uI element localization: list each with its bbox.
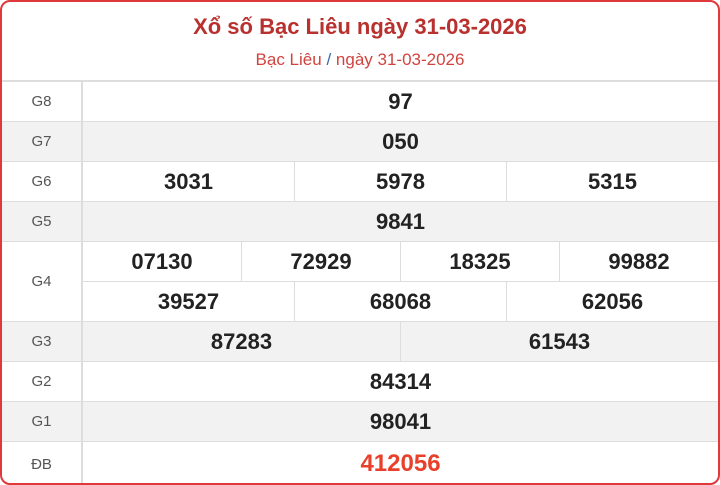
prize-subrow: 412056: [83, 442, 718, 483]
prize-label: ĐB: [2, 442, 83, 483]
prize-row-g8: G8 97: [2, 82, 718, 122]
breadcrumb: Bạc Liêu / ngày 31-03-2026: [2, 50, 718, 70]
prize-number: 62056: [506, 282, 718, 321]
prize-row-g5: G5 9841: [2, 202, 718, 242]
prize-label: G6: [2, 162, 83, 201]
prize-number: 39527: [157, 288, 220, 314]
prize-number: 84314: [369, 368, 432, 394]
prize-label: G5: [2, 202, 83, 241]
breadcrumb-date: ngày 31-03-2026: [335, 50, 465, 69]
prize-number: 18325: [400, 242, 559, 281]
page-title: Xổ số Bạc Liêu ngày 31-03-2026: [193, 14, 527, 39]
prize-number: 07130: [131, 248, 193, 274]
prize-subrow: 9841: [83, 202, 718, 241]
prize-label: G4: [2, 242, 83, 321]
prize-label: G3: [2, 322, 83, 361]
prize-number: 5978: [294, 162, 506, 201]
prize-subrow: 97: [83, 82, 718, 121]
prize-number: 72929: [241, 242, 400, 281]
prize-label: G7: [2, 122, 83, 161]
prize-subrow: 39527 68068 62056: [83, 281, 718, 321]
prize-row-db: ĐB 412056: [2, 442, 718, 483]
prize-number: 050: [382, 128, 419, 154]
prize-subrow: 07130 72929 18325 99882: [83, 242, 718, 281]
breadcrumb-separator: /: [326, 50, 332, 69]
prize-subrow: 3031 5978 5315: [83, 162, 718, 201]
prize-number: 87283: [210, 328, 273, 354]
prize-row-g2: G2 84314: [2, 362, 718, 402]
prize-number: 5315: [506, 162, 718, 201]
prize-subrow: 050: [83, 122, 718, 161]
prize-number: 68068: [294, 282, 506, 321]
prize-number: 97: [388, 88, 413, 114]
prize-number: 9841: [376, 208, 425, 234]
results-table: G8 97 G7 050 G6 3031 5978 5315 G5 9841 G4 07130 7292…: [2, 80, 718, 483]
prize-row-g3: G3 87283 61543: [2, 322, 718, 362]
special-prize-number: 412056: [360, 450, 441, 477]
prize-label: G2: [2, 362, 83, 401]
prize-number: 3031: [164, 168, 213, 194]
prize-label: G1: [2, 402, 83, 441]
prize-row-g1: G1 98041: [2, 402, 718, 442]
prize-subrow: 87283 61543: [83, 322, 718, 361]
prize-row-g6: G6 3031 5978 5315: [2, 162, 718, 202]
prize-subrow: 98041: [83, 402, 718, 441]
prize-subrow: 84314: [83, 362, 718, 401]
prize-number: 99882: [559, 242, 718, 281]
prize-row-g4: G4 07130 72929 18325 99882 39527 68068 62056: [2, 242, 718, 322]
prize-row-g7: G7 050: [2, 122, 718, 162]
prize-label: G8: [2, 82, 83, 121]
breadcrumb-province-link[interactable]: Bạc Liêu: [255, 50, 322, 69]
prize-number: 61543: [400, 322, 718, 361]
prize-number: 98041: [369, 408, 432, 434]
